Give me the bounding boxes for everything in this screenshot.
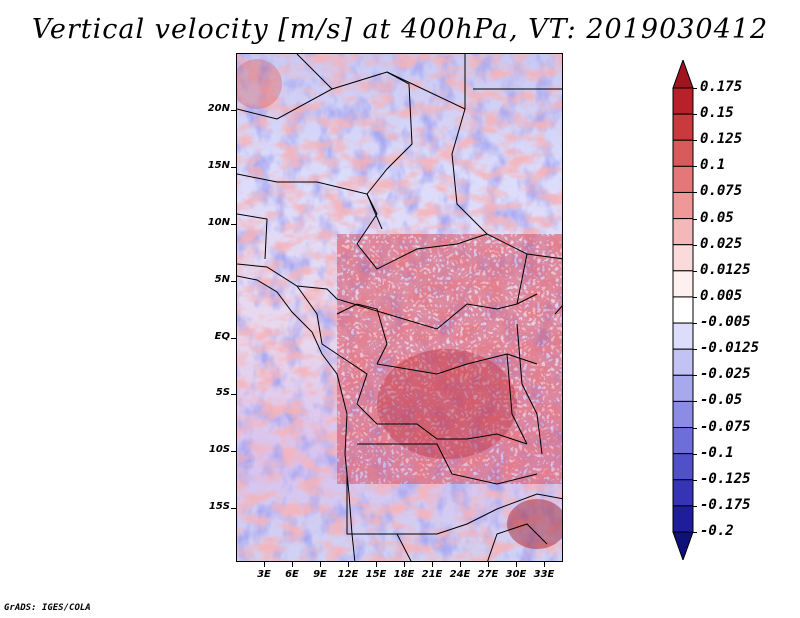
y-tick-label: 15N <box>207 160 230 171</box>
colorbar-label: -0.075 <box>700 418 751 435</box>
colorbar-swatch <box>672 270 694 298</box>
colorbar-swatch <box>672 453 694 481</box>
colorbar-swatch <box>672 479 694 507</box>
colorbar-swatch <box>672 322 694 350</box>
colorbar-label: -0.0125 <box>700 340 760 357</box>
colorbar-swatch <box>672 165 694 193</box>
colorbar-swatch <box>672 427 694 455</box>
colorbar-swatch <box>672 113 694 141</box>
colorbar-label: -0.005 <box>700 314 751 331</box>
y-tick-label: 15S <box>208 501 230 512</box>
colorbar-swatch <box>672 244 694 272</box>
colorbar-swatch <box>672 218 694 246</box>
colorbar <box>672 60 694 560</box>
x-tick-label: 12E <box>337 569 359 580</box>
coastline <box>237 275 356 561</box>
colorbar-label: 0.1 <box>700 157 726 174</box>
colorbar-label: 0.025 <box>700 235 743 252</box>
colorbar-label: -0.125 <box>700 470 751 487</box>
x-tick-label: 15E <box>365 569 387 580</box>
colorbar-label: -0.2 <box>700 523 734 539</box>
colorbar-label: 0.005 <box>700 287 743 304</box>
colorbar-swatch <box>672 348 694 376</box>
colorbar-swatch <box>672 505 694 533</box>
map-field <box>237 54 562 561</box>
colorbar-swatch <box>672 139 694 167</box>
plot-title: Vertical velocity [m/s] at 400hPa, VT: 2… <box>31 14 769 45</box>
colorbar-label: 0.125 <box>700 131 743 148</box>
colorbar-label: -0.05 <box>700 392 743 409</box>
colorbar-label: 0.0125 <box>700 261 751 278</box>
colorbar-swatch <box>672 60 694 89</box>
x-tick-label: 21E <box>421 569 443 580</box>
x-tick-label: 30E <box>505 569 527 580</box>
y-tick-label: 5S <box>215 387 230 398</box>
colorbar-swatch <box>672 374 694 402</box>
x-tick-label: 33E <box>533 569 555 580</box>
x-tick-label: 6E <box>285 569 299 580</box>
x-tick-label: 27E <box>477 569 499 580</box>
map-panel <box>236 53 563 562</box>
colorbar-label: -0.1 <box>700 444 734 461</box>
colorbar-label: 0.05 <box>700 209 734 226</box>
colorbar-swatch <box>672 400 694 429</box>
y-tick-label: 10N <box>207 217 230 228</box>
x-tick-label: 3E <box>257 569 271 580</box>
colorbar-swatch <box>672 87 694 115</box>
colorbar-swatch <box>672 296 694 324</box>
footer-credit: GrADS: IGES/COLA <box>4 603 91 613</box>
colorbar-swatch <box>672 531 694 560</box>
y-tick-label: 10S <box>208 444 230 455</box>
colorbar-label: 0.175 <box>700 79 743 95</box>
y-tick-label: 20N <box>207 103 230 114</box>
colorbar-label: 0.075 <box>700 183 743 200</box>
colorbar-label: 0.15 <box>700 105 734 122</box>
country-borders <box>237 54 562 561</box>
colorbar-swatch <box>672 191 694 220</box>
y-tick-label: EQ <box>214 331 230 342</box>
y-tick-label: 5N <box>214 274 230 285</box>
x-tick-label: 24E <box>449 569 471 580</box>
colorbar-label: -0.175 <box>700 496 751 513</box>
x-tick-label: 9E <box>313 569 327 580</box>
colorbar-label: -0.025 <box>700 366 751 383</box>
x-tick-label: 18E <box>393 569 415 580</box>
